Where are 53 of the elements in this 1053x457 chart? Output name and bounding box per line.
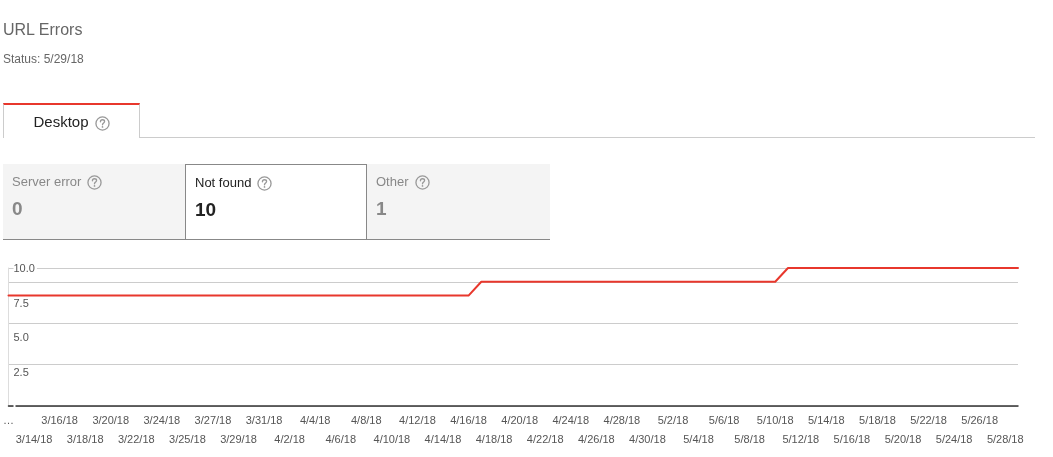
chart-subtitle: Status: 5/29/18 xyxy=(3,52,84,66)
x-tick-label: 5/28/18 xyxy=(986,432,1024,445)
x-tick-label: 3/27/18 xyxy=(194,413,232,426)
x-tick-label: 5/24/18 xyxy=(935,432,973,445)
x-tick-label: 5/10/18 xyxy=(756,413,794,426)
x-tick-label: 5/12/18 xyxy=(782,432,820,445)
y-tick-label: 5.0 xyxy=(13,331,29,343)
x-tick-label: 5/4/18 xyxy=(683,432,714,445)
x-tick-label: 5/8/18 xyxy=(734,432,765,445)
x-tick-label: 4/28/18 xyxy=(603,413,641,426)
x-tick-label: 3/14/18 xyxy=(15,432,53,445)
x-tick-label: 3/22/18 xyxy=(117,432,155,445)
x-tick-label: 3/16/18 xyxy=(41,413,78,426)
x-tick-label: 4/4/18 xyxy=(299,413,331,426)
text: Not found xyxy=(195,175,253,192)
x-tick-label: 4/18/18 xyxy=(475,432,513,445)
x-tick-label: 3/24/18 xyxy=(143,413,181,426)
x-tick-label: 5/14/18 xyxy=(807,413,845,426)
x-tick-label: 3/18/18 xyxy=(66,432,104,445)
text: 10 xyxy=(195,199,218,222)
y-tick-label: 10.0 xyxy=(13,262,35,274)
x-tick-label: 3/20/18 xyxy=(92,413,130,426)
y-tick-label: 2.5 xyxy=(13,365,29,378)
x-tick-label: 3/25/18 xyxy=(169,432,206,445)
x-tick-label: 5/18/18 xyxy=(859,413,896,426)
x-tick-label: 4/30/18 xyxy=(629,432,666,445)
x-tick-label: 4/10/18 xyxy=(373,432,411,445)
text: 1 xyxy=(376,198,388,221)
x-tick-label: 3/29/18 xyxy=(220,432,257,445)
x-tick-label: 4/16/18 xyxy=(450,413,487,426)
text: 0 xyxy=(12,198,24,221)
x-tick-label: 3/31/18 xyxy=(245,413,283,426)
x-tick-label: 4/22/18 xyxy=(526,432,564,445)
chart-title: URL Errors xyxy=(3,21,83,39)
x-tick-label: 5/26/18 xyxy=(961,413,999,426)
x-tick-label: 5/2/18 xyxy=(657,413,689,426)
x-tick-label: 4/8/18 xyxy=(351,413,382,426)
x-tick-label: 4/20/18 xyxy=(501,413,538,426)
text: Desktop xyxy=(3,103,140,138)
text: Other xyxy=(376,174,410,191)
x-tick-label: 4/2/18 xyxy=(274,432,305,445)
x-tick-label: 4/14/18 xyxy=(424,432,462,445)
text: Server error xyxy=(12,174,83,191)
x-tick-label: 5/22/18 xyxy=(910,413,947,426)
x-tick-label: 4/26/18 xyxy=(577,432,615,445)
y-tick-label: 7.5 xyxy=(13,296,29,309)
x-tick-label: 5/20/18 xyxy=(884,432,922,445)
x-tick-label: 5/6/18 xyxy=(708,413,740,426)
x-tick-label: 5/16/18 xyxy=(833,432,871,445)
x-tick-label: 4/24/18 xyxy=(552,413,590,426)
x-tick-label: 4/12/18 xyxy=(399,413,436,426)
x-tick-label: … xyxy=(3,413,14,426)
x-tick-label: 4/6/18 xyxy=(325,432,357,445)
